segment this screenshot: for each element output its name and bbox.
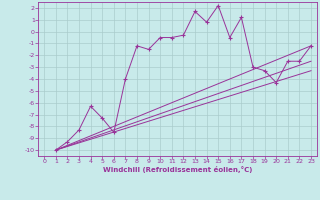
X-axis label: Windchill (Refroidissement éolien,°C): Windchill (Refroidissement éolien,°C) [103, 166, 252, 173]
